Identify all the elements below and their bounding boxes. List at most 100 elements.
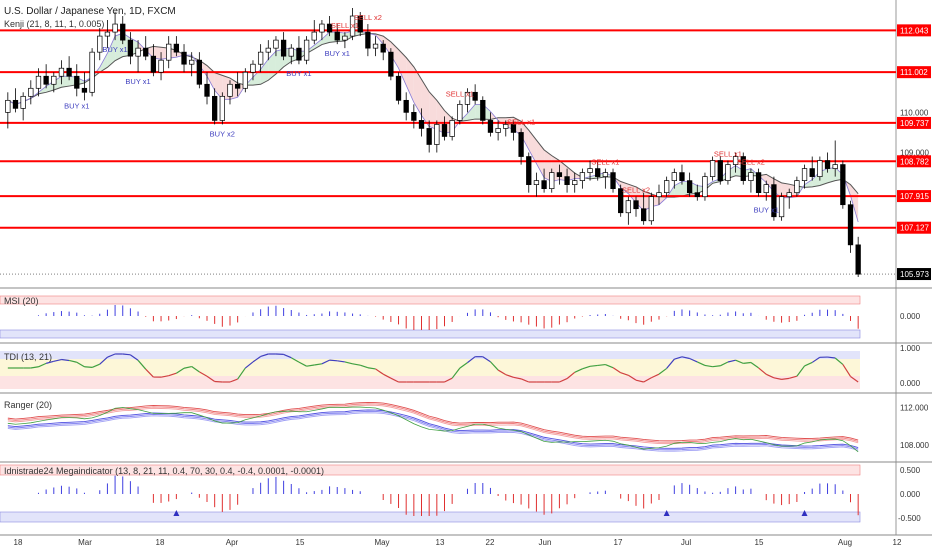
kenji-cloud-segment — [620, 181, 629, 194]
candle-body — [326, 23, 333, 33]
tdi-line-segment — [605, 364, 614, 369]
candle-body — [602, 172, 609, 177]
price-tag-bg — [897, 190, 931, 203]
candle-body — [495, 128, 501, 133]
price-tag: 105.973 — [900, 270, 929, 279]
tdi-line-segment — [666, 358, 675, 369]
tdi-line-segment — [681, 356, 690, 360]
tdi-line-segment — [314, 363, 323, 366]
tdi-line-segment — [382, 373, 392, 379]
candle-body — [388, 51, 394, 77]
mega-axis-label: 0.500 — [900, 466, 921, 475]
price-tag-bg — [897, 268, 931, 281]
candle-body — [487, 120, 494, 133]
candle-body — [717, 160, 723, 181]
kenji-cloud-segment — [390, 41, 399, 69]
candle-body — [342, 35, 348, 41]
sell-signal-label: SELL x1 — [591, 158, 619, 167]
candle-body — [395, 75, 402, 101]
tdi-line-segment — [53, 358, 62, 362]
x-axis-label: Jul — [681, 538, 691, 547]
price-tag-bg — [897, 221, 931, 234]
candle-body — [273, 39, 279, 49]
ranger-band-line — [7, 403, 859, 443]
price-tick-label: 110.000 — [900, 108, 929, 117]
tdi-line-segment — [827, 356, 836, 359]
price-tag: 112.043 — [900, 26, 929, 35]
tdi-line-segment — [796, 365, 806, 377]
tdi-line-segment — [566, 371, 576, 380]
x-axis-label: 18 — [156, 538, 165, 547]
candle-body — [5, 99, 11, 113]
tdi-line-segment — [61, 358, 70, 362]
tdi-line-segment — [811, 356, 821, 363]
candle-body — [349, 15, 356, 37]
msi-upper-zone — [0, 295, 861, 305]
kenji-cloud-segment — [321, 32, 330, 45]
tdi-line-segment — [298, 361, 307, 367]
mega-axis-label: 0.000 — [900, 490, 921, 499]
candle-body — [579, 172, 586, 181]
candle-body — [755, 172, 762, 194]
kenji-cloud-segment — [850, 184, 859, 223]
tdi-line-segment — [482, 356, 491, 363]
tdi-line-segment — [490, 361, 499, 371]
candle-body — [166, 43, 172, 61]
candle-body — [801, 168, 808, 181]
candle-body — [418, 120, 425, 129]
candle-body — [120, 23, 126, 41]
candle-body — [464, 91, 471, 105]
ranger-band-line — [7, 410, 859, 451]
price-tag-bg — [897, 116, 931, 129]
x-axis-label: Mar — [78, 538, 92, 547]
tdi-line-segment — [344, 361, 353, 365]
candle-body — [840, 164, 846, 206]
candle-body — [855, 244, 861, 275]
mega-pane-label: Idnistrade24 Megaindicator (13, 8, 21, 1… — [4, 466, 325, 476]
candle-body — [572, 180, 578, 185]
kenji-indicator-label: Kenji (21, 8, 11, 1, 0.005) — [4, 19, 105, 29]
kenji-cloud-segment — [413, 66, 422, 116]
tdi-line-segment — [306, 364, 315, 367]
tdi-line-segment — [244, 361, 254, 369]
sell-signal-label: SELL x1 — [507, 117, 535, 126]
tdi-line-segment — [643, 377, 652, 383]
tdi-line-segment — [773, 377, 782, 380]
candle-body — [587, 168, 593, 173]
candle-body — [303, 39, 310, 61]
x-axis-label: 13 — [436, 538, 445, 547]
ranger-band-line — [7, 404, 859, 445]
tdi-line-segment — [68, 359, 77, 363]
x-axis-label: 22 — [486, 538, 495, 547]
tdi-line-segment — [137, 359, 147, 370]
candle-body — [625, 200, 631, 214]
candle-body — [564, 176, 570, 185]
tdi-line-segment — [99, 356, 108, 365]
tdi-line-segment — [252, 355, 261, 363]
candle-body — [610, 172, 616, 190]
x-axis-label: 17 — [614, 538, 623, 547]
tdi-line-segment — [612, 367, 622, 374]
mega-axis-label: -0.500 — [898, 514, 921, 523]
tdi-line-segment — [168, 372, 177, 377]
candle-body — [671, 172, 677, 181]
tdi-line-segment — [390, 377, 399, 383]
tdi-line-segment — [765, 373, 775, 379]
kenji-cloud-segment — [53, 76, 62, 91]
tdi-line-segment — [743, 361, 751, 364]
tdi-line-segment — [505, 374, 514, 378]
tdi-upper-zone — [0, 351, 860, 359]
candle-body — [311, 31, 317, 41]
tdi-line-segment — [589, 364, 598, 367]
tdi-line-segment — [229, 378, 238, 383]
tdi-line-segment — [850, 375, 859, 383]
candle-body — [748, 172, 754, 181]
candle-body — [334, 31, 340, 41]
candle-body — [135, 47, 141, 57]
tdi-line-segment — [735, 359, 744, 364]
candle-body — [518, 132, 524, 157]
candle-body — [794, 180, 800, 194]
candle-body — [196, 59, 202, 85]
candle-body — [426, 128, 432, 145]
